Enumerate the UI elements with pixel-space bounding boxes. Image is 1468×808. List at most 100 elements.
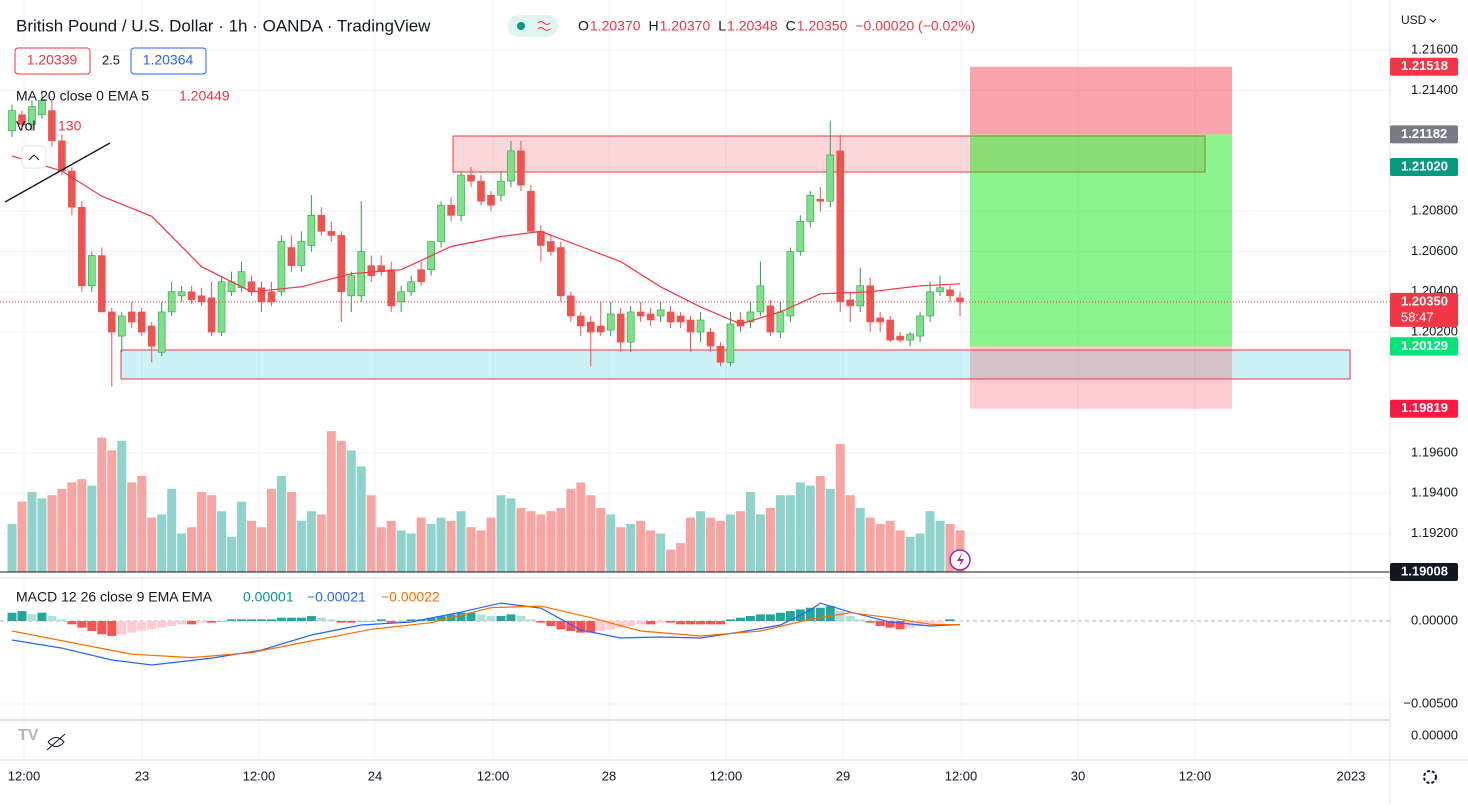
- volume-bar: [526, 511, 536, 572]
- macd-histogram-bar: [366, 621, 376, 622]
- candle-body: [956, 297, 964, 303]
- signal-value: −0.00022: [381, 589, 440, 605]
- time-label: 23: [135, 768, 149, 783]
- volume-bar: [636, 520, 646, 572]
- ma-value: 1.20449: [179, 88, 230, 104]
- candle-body: [237, 271, 246, 289]
- candle-body: [606, 313, 615, 331]
- stop-zone[interactable]: [970, 66, 1232, 135]
- macd-tick-label: 0.00000: [1411, 612, 1458, 627]
- sell-button[interactable]: [14, 47, 91, 75]
- volume-bar: [706, 517, 716, 572]
- macd-histogram-bar: [456, 612, 466, 622]
- settings-button[interactable]: [1423, 770, 1437, 784]
- target-zone[interactable]: [970, 134, 1232, 347]
- volume-bar: [735, 511, 745, 572]
- macd-histogram-bar: [376, 619, 386, 622]
- macd-histogram-bar: [396, 621, 406, 622]
- candle-body: [946, 289, 954, 297]
- volume-bar: [87, 485, 97, 572]
- candle-body: [197, 295, 206, 303]
- macd-histogram-bar: [486, 616, 496, 622]
- candle-body: [48, 110, 56, 142]
- macd-histogram-bar: [725, 619, 735, 622]
- macd-histogram-bar: [676, 621, 686, 625]
- candle-body: [347, 275, 356, 297]
- macd-histogram-bar: [247, 619, 256, 622]
- macd-histogram-bar: [37, 612, 47, 622]
- candle-body: [467, 174, 475, 182]
- macd-histogram-bar: [925, 621, 935, 625]
- buy-button[interactable]: [130, 47, 207, 75]
- volume-bar: [676, 543, 686, 572]
- macd-histogram-bar: [356, 621, 366, 622]
- collapse-button[interactable]: [21, 145, 47, 169]
- price-badge-label: 1.20350: [1401, 293, 1448, 308]
- candle-body: [696, 319, 705, 333]
- volume-bar: [416, 517, 426, 572]
- currency-selector[interactable]: USD: [1401, 13, 1427, 27]
- macd-histogram-bar: [666, 621, 676, 623]
- volume-bar: [556, 508, 566, 572]
- candle-body: [906, 333, 914, 341]
- macd-histogram-bar: [805, 607, 815, 622]
- trend-line[interactable]: [4, 142, 111, 203]
- candle-body: [726, 323, 735, 363]
- candle-body: [38, 100, 46, 115]
- volume-bar: [286, 492, 296, 572]
- macd-histogram-bar: [67, 621, 77, 625]
- risk-zone[interactable]: [970, 346, 1232, 409]
- price-badge: [1390, 292, 1458, 327]
- macd-histogram-bar: [336, 621, 346, 623]
- candle-body: [497, 180, 505, 196]
- macd-histogram-bar: [187, 621, 197, 625]
- macd-histogram-bar: [266, 619, 276, 622]
- macd-histogram-bar: [147, 621, 157, 630]
- candle-body: [337, 235, 346, 293]
- macd-histogram-bar: [117, 621, 127, 635]
- macd-histogram-bar: [137, 621, 147, 631]
- volume-bar: [386, 520, 396, 572]
- price-badge-label: 1.19819: [1401, 400, 1448, 415]
- volume-bar: [855, 508, 865, 572]
- volume-bar: [346, 450, 356, 572]
- macd-histogram-bar: [526, 619, 536, 622]
- ohlc-key: H: [649, 18, 659, 34]
- hide-icon[interactable]: [46, 733, 66, 751]
- candle-body: [856, 285, 865, 307]
- support-zone[interactable]: [120, 349, 1351, 380]
- candle-body: [716, 345, 725, 363]
- candle-body: [18, 114, 26, 126]
- price-badge-label: 1.21518: [1401, 58, 1448, 73]
- volume-bar: [47, 495, 57, 572]
- macd-histogram-bar: [97, 621, 107, 635]
- ohlc-value: 1.20350: [797, 18, 848, 34]
- lightning: [957, 553, 964, 567]
- vol-value: 130: [58, 118, 82, 134]
- candle-body: [616, 313, 625, 343]
- macd-histogram-bar: [237, 619, 247, 622]
- volume-bar: [137, 476, 147, 572]
- volume-bar: [795, 482, 805, 572]
- signal-line: [11, 605, 961, 659]
- status-pill[interactable]: [508, 15, 558, 37]
- macd-histogram-bar: [506, 614, 516, 622]
- volume-bar: [815, 476, 825, 572]
- tv-logo: TV: [18, 727, 39, 744]
- candle-body: [58, 140, 66, 172]
- volume-bar: [765, 508, 775, 572]
- macd-histogram-bar: [476, 614, 486, 622]
- macd-histogram-bar: [865, 621, 875, 623]
- volume-bar: [396, 530, 406, 572]
- volume-bar: [326, 431, 336, 572]
- candle-body: [766, 305, 775, 333]
- macd-histogram-bar: [276, 617, 286, 622]
- macd-histogram-bar: [935, 621, 945, 623]
- candle-body: [267, 291, 276, 303]
- candle-body: [596, 325, 605, 333]
- macd-hist-value: 0.00001: [243, 589, 294, 605]
- volume-bar: [596, 508, 606, 572]
- macd-histogram-bar: [566, 621, 576, 631]
- volume-bar: [187, 527, 197, 572]
